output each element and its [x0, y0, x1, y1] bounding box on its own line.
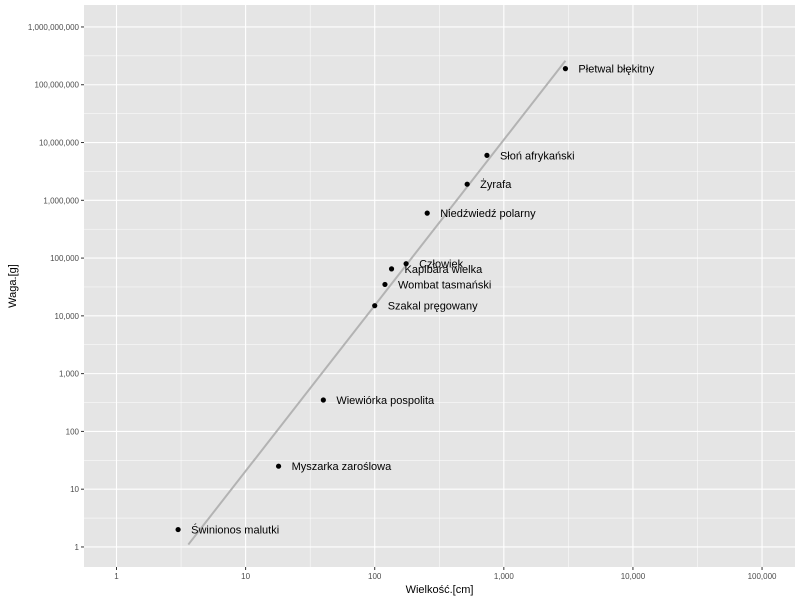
x-axis: 1 10 100 1,000 10,000 100,000 [114, 567, 777, 581]
y-tick-label: 1,000 [59, 370, 80, 379]
data-point [388, 266, 395, 272]
y-tick-label: 10 [70, 485, 79, 494]
data-point [275, 463, 282, 469]
point-label: Żyrafa [480, 178, 512, 191]
point-label: Myszarka zaroślowa [292, 461, 393, 473]
y-axis: 1 10 100 1,000 10,000 100,000 1,000,000 10,000,… [28, 23, 84, 552]
data-point [484, 152, 490, 158]
point-label: Szakal pręgowany [388, 301, 478, 313]
point-label: Wiewiórka pospolita [336, 395, 435, 407]
x-tick-label: 100,000 [748, 572, 777, 581]
x-tick-label: 10 [241, 572, 250, 581]
x-axis-title: Wielkość.[cm] [406, 584, 474, 596]
point-label: Wombat tasmański [398, 279, 491, 291]
data-point [175, 526, 181, 533]
point-labels: Świnionos malutki Myszarka zaroślowa Wiewi… [191, 64, 655, 537]
data-points [175, 66, 569, 533]
y-tick-label: 100,000 [50, 254, 79, 263]
data-point [464, 181, 470, 187]
data-point [382, 281, 388, 288]
point-label: Płetwal błękitny [578, 64, 654, 76]
data-point [320, 397, 326, 403]
y-tick-label: 1,000,000,000 [28, 23, 80, 32]
point-label: Człowiek [419, 259, 464, 271]
x-tick-label: 1 [114, 572, 119, 581]
x-tick-label: 1,000 [494, 572, 515, 581]
minor-gridlines [84, 5, 795, 567]
y-tick-label: 100 [66, 427, 80, 436]
y-tick-label: 100,000,000 [35, 81, 80, 90]
data-point [562, 66, 569, 72]
y-tick-label: 1,000,000 [43, 196, 79, 205]
trend-line [187, 60, 567, 546]
y-tick-label: 10,000,000 [39, 139, 80, 148]
point-label: Słoń afrykański [500, 150, 575, 162]
point-label: Świnionos malutki [191, 524, 279, 537]
y-tick-label: 1 [75, 543, 80, 552]
point-label: Kapibara wielka [405, 264, 484, 276]
data-point [424, 210, 430, 216]
y-axis-title: Waga.[g] [7, 264, 19, 308]
x-tick-label: 100 [368, 572, 382, 581]
y-tick-label: 10,000 [55, 312, 80, 321]
data-point [403, 261, 409, 267]
major-gridlines [84, 5, 795, 567]
data-point [372, 303, 378, 309]
point-label: Niedźwiedź polarny [440, 208, 536, 220]
x-tick-label: 10,000 [621, 572, 646, 581]
